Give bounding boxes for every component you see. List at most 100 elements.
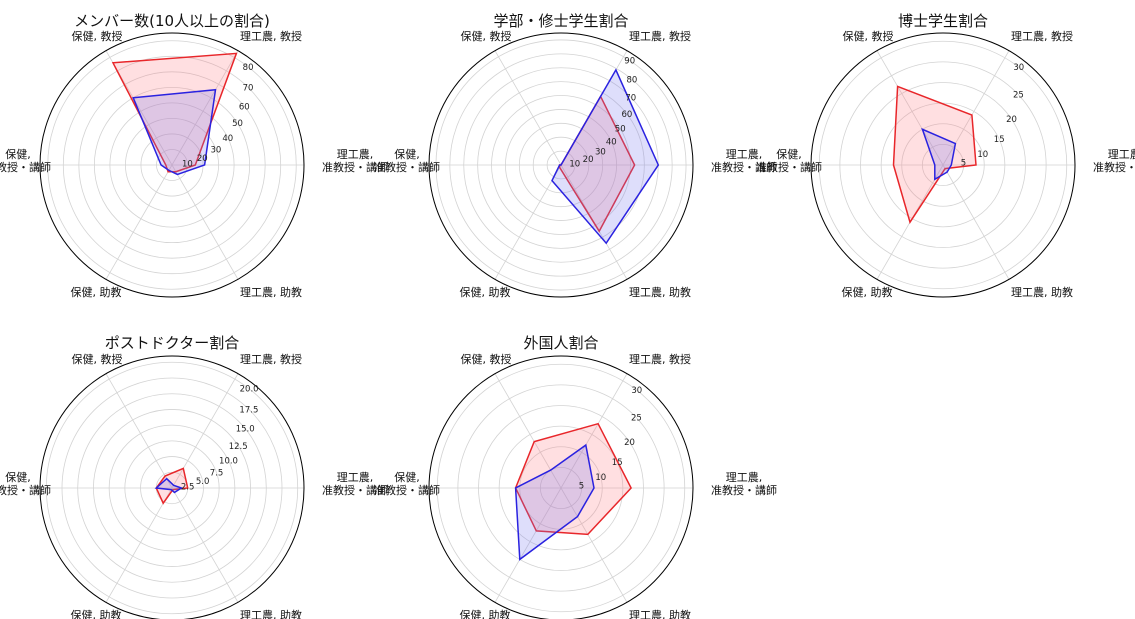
grid-spoke — [942, 164, 1010, 280]
radial-tick-label: 70 — [625, 93, 636, 103]
polar-frame — [810, 32, 1076, 298]
polar-frame — [428, 32, 694, 298]
axis-label: 理工農, 助教 — [629, 285, 691, 299]
radial-tick-label: 15 — [994, 135, 1005, 145]
series-1-area — [156, 468, 188, 504]
grid-spoke — [560, 487, 628, 603]
axis-label: 理工農, 助教 — [240, 285, 302, 299]
radar-chart-4: 2.55.07.510.0 12.5 15.0 17.5 20.0 理工農,准教授・講師 理… — [0, 334, 388, 619]
series-2-area — [922, 129, 956, 180]
axis-label: 保健, 助教 — [460, 285, 511, 299]
radial-tick-label: 50 — [615, 125, 626, 135]
grid-spoke — [105, 487, 173, 603]
radial-tick-label: 25 — [1013, 91, 1024, 101]
radial-tick-label: 17.5 — [239, 405, 258, 415]
radial-tick-label: 80 — [243, 63, 254, 73]
axis-label: 保健,准教授・講師 — [0, 470, 51, 497]
axis-label: 理工農,准教授・講師 — [711, 470, 777, 497]
axis-label: 保健,准教授・講師 — [374, 470, 440, 497]
axis-label: 保健, 教授 — [461, 29, 512, 43]
series-2-area — [133, 89, 216, 175]
radial-tick-label: 10 — [569, 160, 580, 170]
series-2-line — [921, 127, 957, 181]
radial-tick-label: 20 — [583, 155, 594, 165]
chart-title: 学部・修士学生割合 — [493, 12, 628, 30]
axis-label: 保健, 助教 — [71, 608, 122, 619]
chart-title: メンバー数(10人以上の割合) — [74, 12, 270, 30]
grid-spoke — [171, 50, 239, 166]
axis-label: 理工農, 教授 — [1011, 29, 1073, 43]
series-1-line — [111, 52, 238, 173]
axis-label: 理工農,准教授・講師 — [711, 147, 777, 174]
axis-label: 保健, 教授 — [72, 352, 123, 366]
radial-tick-label: 5 — [579, 482, 584, 492]
axis-label: 理工農, 助教 — [629, 608, 691, 619]
axis-label: 理工農, 助教 — [1011, 285, 1073, 299]
chart-title: 博士学生割合 — [898, 12, 988, 30]
radial-tick-label: 60 — [239, 102, 250, 112]
radial-tick-label: 10 — [182, 159, 193, 169]
radial-tick-label: 70 — [243, 83, 254, 93]
radial-tick-label: 15.0 — [236, 425, 255, 435]
radial-tick-label: 20 — [624, 438, 635, 448]
grid-spoke — [494, 164, 562, 280]
axis-label: 理工農, 教授 — [629, 352, 691, 366]
series-2-line — [154, 477, 184, 494]
radial-tick-label: 80 — [626, 75, 637, 85]
series-1-area — [893, 86, 976, 223]
axis-label: 保健,准教授・講師 — [374, 147, 440, 174]
radial-tick-label: 2.5 — [181, 482, 195, 492]
chart-title: ポストドクター割合 — [105, 334, 239, 352]
series-2-area — [515, 445, 594, 560]
radial-tick-label: 7.5 — [210, 468, 224, 478]
radial-tick-label: 90 — [624, 57, 635, 67]
radial-tick-label: 50 — [232, 119, 243, 129]
series-1-line — [892, 85, 977, 224]
radial-tick-label: 20.0 — [240, 385, 259, 395]
polar-frame — [39, 32, 305, 298]
grid-spoke — [494, 487, 562, 603]
radial-tick-label: 10 — [595, 473, 606, 483]
axis-label: 理工農,准教授・講師 — [322, 147, 388, 174]
axis-label: 保健, 助教 — [460, 608, 511, 619]
axis-label: 理工農, 教授 — [240, 29, 302, 43]
axis-label: 理工農,准教授・講師 — [1093, 147, 1135, 174]
grid-spoke — [105, 164, 173, 280]
radial-tick-label: 12.5 — [229, 442, 248, 452]
radial-tick-label: 40 — [222, 134, 233, 144]
polar-frame — [428, 355, 694, 619]
axis-label: 理工農,准教授・講師 — [322, 470, 388, 497]
radial-tick-label: 30 — [210, 146, 221, 156]
grid-spoke — [560, 373, 628, 489]
polar-frame — [39, 355, 305, 619]
grid-spoke — [876, 50, 944, 166]
radial-tick-label: 30 — [1013, 63, 1024, 73]
radial-tick-label: 30 — [595, 148, 606, 158]
axis-label: 保健,准教授・講師 — [0, 147, 51, 174]
chart-title: 外国人割合 — [523, 334, 598, 352]
radial-tick-label: 15 — [612, 458, 623, 468]
radial-tick-label: 60 — [621, 110, 632, 120]
radial-tick-label: 20 — [197, 154, 208, 164]
grid-spoke — [494, 50, 562, 166]
grid-spoke — [105, 373, 173, 489]
series-2-line — [551, 68, 660, 245]
series-2-line — [132, 88, 217, 176]
axis-label: 理工農, 教授 — [240, 352, 302, 366]
grid-spoke — [171, 164, 239, 280]
series-2-line — [514, 443, 595, 561]
series-2-area — [156, 478, 182, 493]
axis-label: 保健, 教授 — [461, 352, 512, 366]
radial-tick-label: 30 — [631, 386, 642, 396]
axis-label: 理工農, 教授 — [629, 29, 691, 43]
radial-tick-label: 25 — [631, 414, 642, 424]
series-1-area — [515, 423, 632, 535]
radial-tick-label: 5.0 — [196, 477, 210, 487]
series-2-area — [552, 69, 659, 244]
radial-tick-label: 10.0 — [219, 457, 238, 467]
